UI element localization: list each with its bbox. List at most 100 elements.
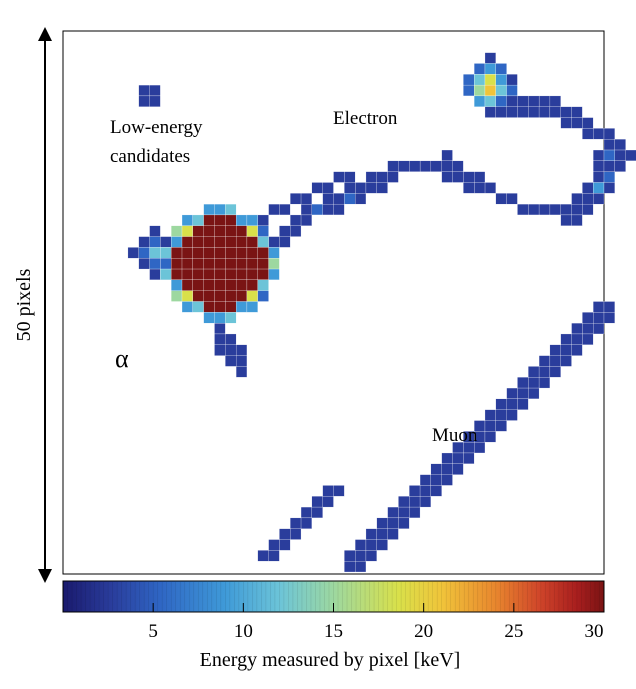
alpha-edge-pixel: [235, 214, 248, 226]
electron-pixel: [225, 355, 237, 367]
muon-pixel: [593, 312, 605, 324]
alpha-edge-pixel: [257, 279, 269, 291]
muon-pixel: [474, 442, 486, 454]
low-energy-candidates-pixel: [149, 236, 161, 248]
alpha-pixel: [203, 301, 215, 313]
muon-pixel: [322, 485, 334, 497]
electron-pixel: [463, 171, 475, 183]
muon-pixel: [398, 496, 410, 508]
electron-pixel: [214, 323, 226, 335]
alpha-edge-pixel: [160, 247, 172, 259]
muon-pixel: [593, 323, 605, 335]
electron-pixel: [571, 117, 583, 129]
electron-pixel: [441, 160, 453, 172]
low-energy-candidates-pixel: [138, 236, 150, 248]
alpha-pixel: [203, 225, 215, 237]
alpha-pixel: [235, 236, 248, 248]
alpha-pixel: [214, 247, 226, 259]
muon-pixel: [290, 517, 302, 529]
low-energy-candidates-pixel: [149, 258, 161, 270]
alpha-pixel: [225, 279, 237, 291]
electron-pixel: [538, 95, 551, 107]
electron-pixel: [495, 84, 507, 97]
electron-pixel: [571, 203, 583, 216]
alpha-pixel: [214, 268, 226, 280]
electron-pixel: [365, 182, 377, 194]
electron-pixel: [603, 182, 615, 194]
alpha-pixel: [225, 258, 237, 270]
alpha-edge-pixel: [192, 301, 204, 313]
muon-pixel: [549, 355, 561, 367]
muon-pixel: [268, 539, 280, 551]
electron-pixel: [463, 74, 475, 86]
alpha-pixel: [246, 247, 258, 259]
alpha-pixel: [235, 225, 248, 237]
electron-pixel: [484, 95, 496, 107]
alpha-pixel: [225, 247, 237, 259]
muon-pixel: [571, 333, 583, 345]
muon-pixel: [560, 355, 572, 367]
electron-pixel: [528, 95, 540, 107]
muon-pixel: [333, 485, 345, 497]
muon-pixel: [495, 420, 507, 432]
electron-pixel: [517, 95, 529, 107]
alpha-edge-pixel: [203, 203, 215, 216]
muon-pixel: [528, 366, 540, 378]
muon-pixel: [528, 387, 540, 400]
colorbar-stripes: [67, 582, 600, 611]
electron-pixel: [538, 203, 551, 216]
electron-pixel: [474, 84, 486, 97]
muon-pixel: [311, 506, 323, 519]
electron-pixel: [300, 193, 312, 205]
electron-pixel: [593, 193, 605, 205]
electron-pixel: [571, 106, 583, 118]
electron-pixel: [225, 333, 237, 345]
electron-pixel: [625, 149, 636, 161]
electron-pixel: [322, 182, 334, 194]
electron-pixel: [593, 182, 605, 194]
alpha-pixel: [235, 247, 248, 259]
alpha-pixel: [214, 301, 226, 313]
low-energy-candidates-pixel: [138, 95, 150, 107]
electron-pixel: [593, 128, 605, 140]
electron-pixel: [452, 160, 464, 172]
electron-pixel: [506, 84, 518, 97]
electron-pixel: [614, 149, 626, 161]
muon-pixel: [409, 496, 421, 508]
muon-pixel: [571, 344, 583, 356]
electron-pixel: [419, 160, 432, 172]
muon-pixel: [484, 420, 496, 432]
electron-pixel: [582, 182, 594, 194]
colorbar-tick-label: 25: [504, 621, 523, 642]
electron-pixel: [495, 74, 507, 86]
alpha-pixel: [225, 301, 237, 313]
electron-pixel: [387, 160, 399, 172]
electron-pixel: [344, 182, 356, 194]
alpha-pixel: [192, 290, 204, 302]
electron-pixel: [430, 160, 442, 172]
muon-pixel: [290, 528, 302, 540]
electron-pixel: [495, 63, 507, 75]
muon-pixel: [538, 377, 551, 389]
colorbar-tick-label: 15: [324, 621, 343, 642]
alpha-edge-pixel: [203, 312, 215, 324]
muon-pixel: [376, 539, 388, 551]
electron-pixel: [290, 214, 302, 226]
muon-pixel: [344, 561, 356, 573]
muon-pixel: [452, 452, 464, 464]
electron-pixel: [355, 182, 367, 194]
muon-pixel: [365, 528, 377, 540]
muon-pixel: [528, 377, 540, 389]
alpha-pixel: [257, 247, 269, 259]
electron-pixel: [376, 182, 388, 194]
muon-pixel: [387, 506, 399, 519]
electron-label: Electron: [333, 108, 398, 129]
alpha-edge-pixel: [214, 203, 226, 216]
alpha-pixel: [235, 268, 248, 280]
low-energy-candidates-pixel: [149, 247, 161, 259]
electron-pixel: [474, 63, 486, 75]
alpha-pixel: [235, 279, 248, 291]
electron-pixel: [484, 182, 496, 194]
electron-pixel: [225, 344, 237, 356]
